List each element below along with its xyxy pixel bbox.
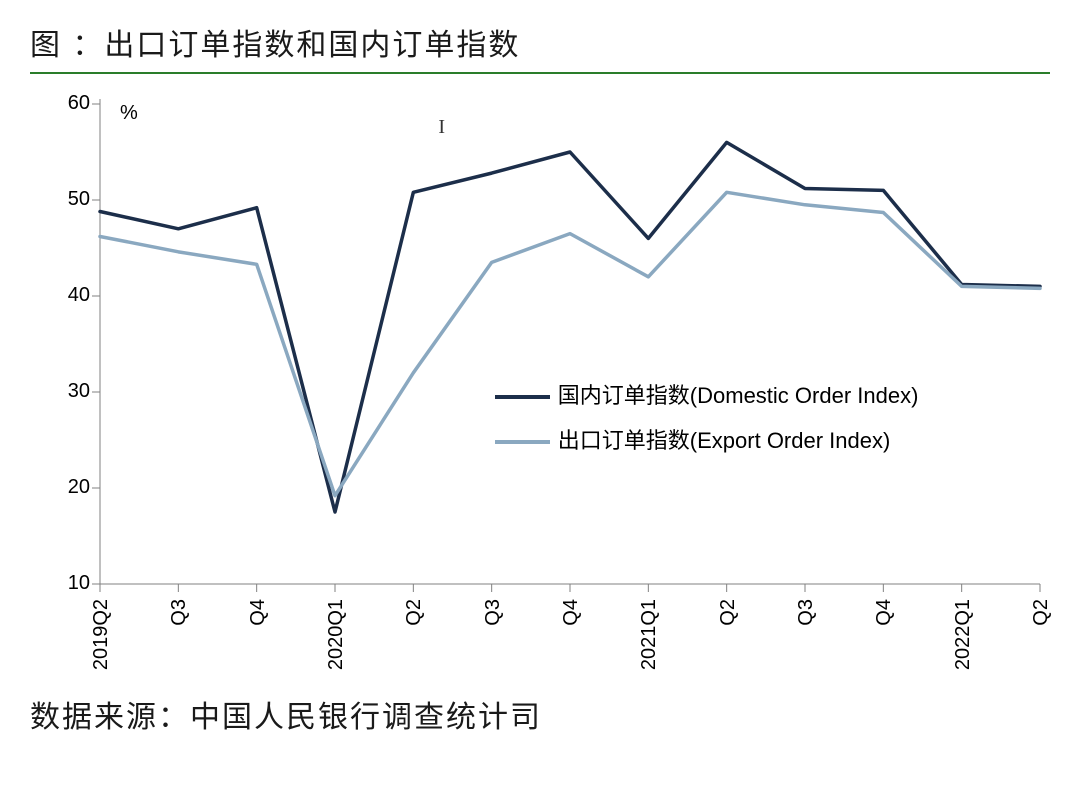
y-tick-label: 50 [50, 188, 90, 211]
chart-title: 图 ：出口订单指数和国内订单指数 [30, 20, 1050, 64]
x-tick-label: Q4 [247, 599, 270, 626]
x-tick-label: Q2 [1030, 599, 1053, 626]
y-tick-label: 60 [50, 92, 90, 115]
x-tick-label: 2019Q2 [90, 599, 113, 670]
x-tick-label: Q4 [560, 599, 583, 626]
y-tick-label: 10 [50, 572, 90, 595]
x-tick-label: 2020Q1 [325, 599, 348, 670]
y-tick-label: 20 [50, 476, 90, 499]
x-tick-label: Q4 [873, 599, 896, 626]
text-cursor-icon: I [438, 116, 445, 139]
legend-swatch [495, 440, 550, 444]
chart-area: % 10 20 30 40 50 60 2019Q2 Q3 Q4 2020Q1 Q2 Q3 Q4 2021Q… [30, 84, 1050, 684]
legend-swatch [495, 395, 550, 399]
x-tick-label: Q2 [403, 599, 426, 626]
x-tick-label: Q2 [717, 599, 740, 626]
legend-item: 出口订单指数(Export Order Index) [495, 423, 891, 455]
x-tick-label: Q3 [795, 599, 818, 626]
legend-item: 国内订单指数(Domestic Order Index) [495, 378, 919, 410]
x-tick-label: Q3 [482, 599, 505, 626]
x-tick-label: Q3 [168, 599, 191, 626]
x-tick-label: 2022Q1 [952, 599, 975, 670]
title-divider [30, 72, 1050, 74]
legend-label: 出口订单指数(Export Order Index) [558, 428, 891, 453]
chart-source: 数据来源：中国人民银行调查统计司 [30, 692, 1050, 736]
y-unit-label: % [120, 102, 138, 125]
x-tick-label: 2021Q1 [638, 599, 661, 670]
legend-label: 国内订单指数(Domestic Order Index) [558, 383, 919, 408]
y-tick-label: 40 [50, 284, 90, 307]
y-tick-label: 30 [50, 380, 90, 403]
